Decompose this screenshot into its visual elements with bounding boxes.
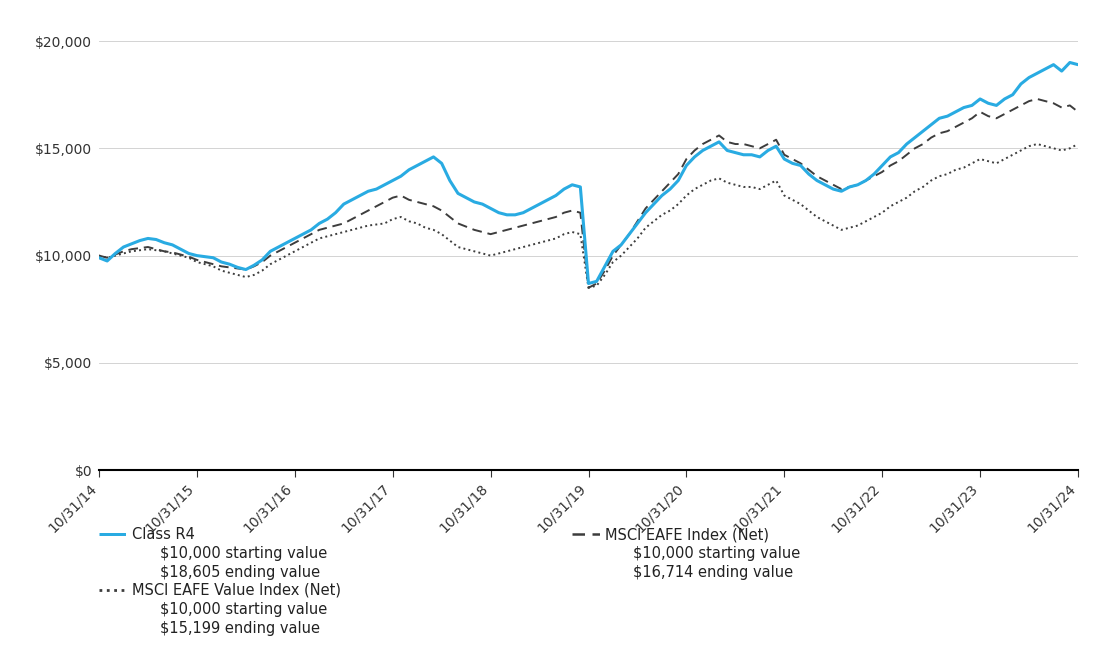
Text: $16,714 ending value: $16,714 ending value — [632, 565, 793, 580]
Text: $10,000 starting value: $10,000 starting value — [632, 547, 800, 561]
Text: $10,000 starting value: $10,000 starting value — [160, 602, 327, 616]
Text: $15,199 ending value: $15,199 ending value — [160, 621, 319, 635]
Text: MSCI EAFE Index (Net): MSCI EAFE Index (Net) — [605, 528, 769, 542]
Text: $10,000 starting value: $10,000 starting value — [160, 547, 327, 561]
Text: MSCI EAFE Value Index (Net): MSCI EAFE Value Index (Net) — [132, 583, 341, 597]
Text: $18,605 ending value: $18,605 ending value — [160, 565, 320, 580]
Text: Class R4: Class R4 — [132, 528, 195, 542]
